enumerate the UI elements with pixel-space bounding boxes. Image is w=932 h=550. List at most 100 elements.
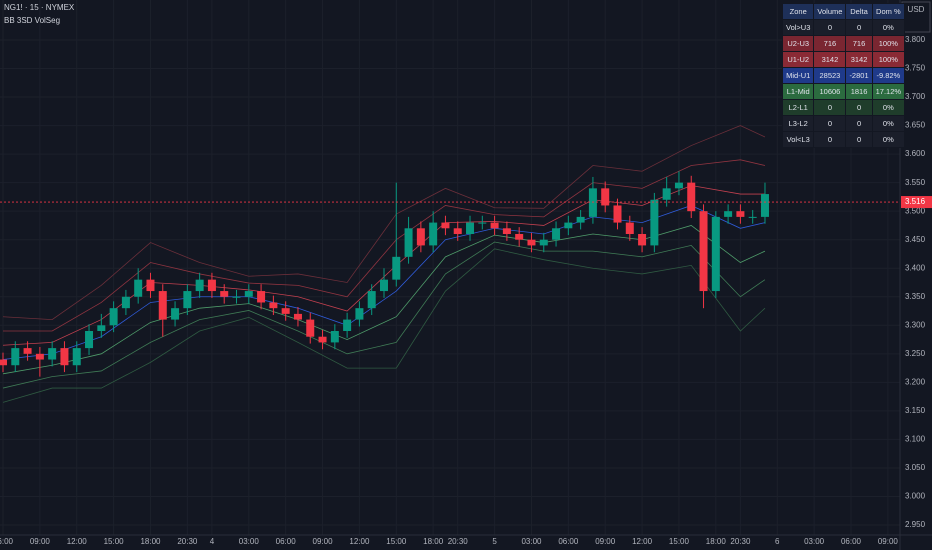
table-row: U2-U3 716 716 100% xyxy=(781,35,906,52)
table-cell: -9.82% xyxy=(871,67,906,84)
y-tick-label: 3.800 xyxy=(905,35,926,44)
x-tick-label: 5 xyxy=(492,537,497,546)
candle-body xyxy=(23,348,32,354)
table-cell: 0 xyxy=(813,19,847,36)
table-row: Mid-U1 28523 -2801 -9.82% xyxy=(781,67,906,84)
candle-body xyxy=(281,308,290,314)
candle-body xyxy=(687,182,696,212)
candle-body xyxy=(736,211,745,217)
candle-body xyxy=(466,222,475,234)
table-cell: Vol<L3 xyxy=(781,131,815,148)
candle-body xyxy=(343,319,352,331)
x-tick-label: 20:30 xyxy=(177,537,198,546)
candle-body xyxy=(502,228,511,234)
candle-body xyxy=(257,291,266,303)
table-cell: 716 xyxy=(845,35,873,52)
x-tick-label: 09:00 xyxy=(878,537,899,546)
candle-body xyxy=(11,348,20,366)
table-row: Vol<L3 0 0 0% xyxy=(781,131,906,148)
table-row: U1-U2 3142 3142 100% xyxy=(781,51,906,68)
x-tick-label: 15:00 xyxy=(669,537,690,546)
x-tick-label: 18:00 xyxy=(423,537,444,546)
table-cell: 100% xyxy=(871,51,906,68)
y-tick-label: 3.650 xyxy=(905,121,926,130)
x-tick-label: 06:00 xyxy=(841,537,862,546)
y-tick-label: 3.100 xyxy=(905,435,926,444)
table-cell: L2-L1 xyxy=(781,99,815,116)
table-header-row: Zone Volume Delta Dom % xyxy=(781,3,906,20)
y-tick-label: 3.150 xyxy=(905,406,926,415)
y-tick-label: 3.750 xyxy=(905,64,926,73)
table-cell: 3142 xyxy=(845,51,873,68)
table-cell: L3-L2 xyxy=(781,115,815,132)
candle-body xyxy=(674,182,683,189)
candle-body xyxy=(232,296,241,298)
x-tick-label: 15:00 xyxy=(104,537,125,546)
band-line xyxy=(2,225,766,375)
table-row: L2-L1 0 0 0% xyxy=(781,99,906,116)
y-tick-label: 3.500 xyxy=(905,206,926,215)
candle-body xyxy=(318,336,327,343)
candle-body xyxy=(379,279,388,292)
y-tick-label: 3.450 xyxy=(905,235,926,244)
table-header-cell: Zone xyxy=(781,3,815,20)
table-cell: Vol>U3 xyxy=(781,19,815,36)
candle-body xyxy=(146,279,155,292)
table-cell: 100% xyxy=(871,35,906,52)
table-cell: 0 xyxy=(813,99,847,116)
table-cell: 0% xyxy=(871,19,906,36)
table-cell: 0% xyxy=(871,99,906,116)
table-header-cell: Dom % xyxy=(871,3,906,20)
candle-body xyxy=(330,331,339,343)
table-cell: 10606 xyxy=(813,83,847,100)
x-tick-label: 03:00 xyxy=(804,537,825,546)
currency: USD xyxy=(908,5,925,14)
table-cell: -2801 xyxy=(845,67,873,84)
table-cell: 1816 xyxy=(845,83,873,100)
x-tick-label: 03:00 xyxy=(521,537,542,546)
table-cell: 28523 xyxy=(813,67,847,84)
candle-body xyxy=(453,228,462,234)
table-cell: 0 xyxy=(845,131,873,148)
x-tick-label: 18:00 xyxy=(706,537,727,546)
y-tick-label: 3.050 xyxy=(905,463,926,472)
candle-body xyxy=(404,228,413,257)
last-price-label: 3.516 xyxy=(905,197,926,206)
y-tick-label: 3.250 xyxy=(905,349,926,358)
y-tick-label: 3.700 xyxy=(905,92,926,101)
volume-table: Zone Volume Delta Dom % Vol>U3 0 0 0% U2-U3 716 71… xyxy=(781,3,906,148)
candle-body xyxy=(207,279,216,292)
table-header-cell: Delta xyxy=(845,3,873,20)
y-tick-label: 3.550 xyxy=(905,178,926,187)
candle-body xyxy=(564,222,573,229)
candle-body xyxy=(48,348,57,360)
x-tick-label: 06:00 xyxy=(276,537,297,546)
x-tick-label: 06:00 xyxy=(558,537,579,546)
candle-body xyxy=(638,234,647,246)
candle-body xyxy=(97,325,106,331)
candle-body xyxy=(490,222,499,229)
candle-body xyxy=(355,308,364,320)
candle-body xyxy=(650,199,659,246)
x-tick-label: 09:00 xyxy=(30,537,51,546)
x-tick-label: 6 xyxy=(775,537,780,546)
candle-body xyxy=(244,291,253,297)
candle-body xyxy=(183,291,192,309)
x-tick-label: 12:00 xyxy=(67,537,88,546)
candle-body xyxy=(478,222,487,224)
table-cell: 0 xyxy=(845,99,873,116)
candle-body xyxy=(429,222,438,246)
x-tick-label: 20:30 xyxy=(730,537,751,546)
candle-body xyxy=(576,216,585,223)
table-cell: L1-Mid xyxy=(781,83,815,100)
table-cell: 0 xyxy=(845,19,873,36)
x-tick-label: 18:00 xyxy=(140,537,161,546)
y-tick-label: 3.200 xyxy=(905,377,926,386)
table-cell: Mid-U1 xyxy=(781,67,815,84)
candle-body xyxy=(760,194,769,217)
candle-body xyxy=(416,228,425,246)
candle-body xyxy=(601,188,610,206)
table-row: L1-Mid 10606 1816 17.12% xyxy=(781,83,906,100)
